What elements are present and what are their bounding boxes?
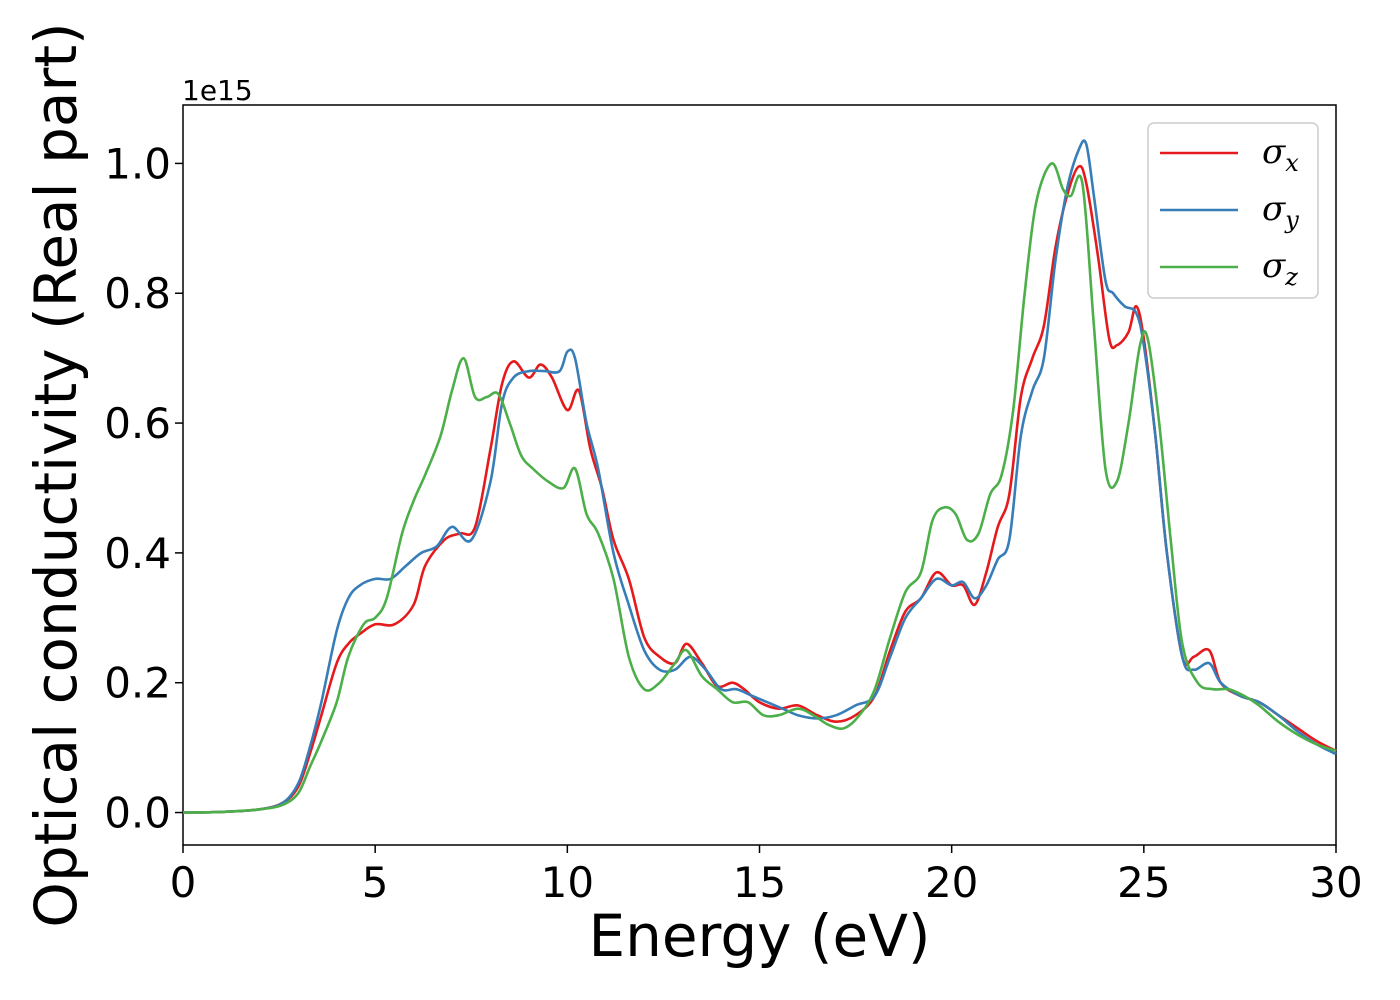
y-tick-label: 0.6	[104, 399, 171, 448]
x-tick-label: 25	[1117, 858, 1170, 907]
x-tick-label: 0	[170, 858, 197, 907]
x-tick-label: 20	[925, 858, 978, 907]
y-tick-label: 0.8	[104, 269, 171, 318]
series-line-y	[182, 139, 1337, 814]
x-tick-label: 5	[362, 858, 389, 907]
series-lines	[182, 139, 1337, 814]
x-axis-label: Energy (eV)	[588, 902, 930, 970]
series-line-x	[182, 164, 1337, 814]
series-line-z	[182, 162, 1337, 814]
x-tick-label: 10	[541, 858, 594, 907]
y-tick-label: 0.0	[104, 789, 171, 838]
y-axis-ticks: 0.0 0.2 0.4 0.6 0.8 1.0	[104, 139, 183, 838]
y-tick-label: 0.2	[104, 659, 171, 708]
x-tick-label: 15	[733, 858, 786, 907]
y-axis-label: Optical conductivity (Real part)	[22, 22, 90, 927]
x-tick-label: 30	[1309, 858, 1362, 907]
y-tick-label: 1.0	[104, 139, 171, 188]
y-tick-label: 0.4	[104, 529, 171, 578]
y-offset-label: 1e15	[182, 74, 253, 107]
x-axis-ticks: 0 5 10 15 20 25 30	[170, 845, 1363, 907]
